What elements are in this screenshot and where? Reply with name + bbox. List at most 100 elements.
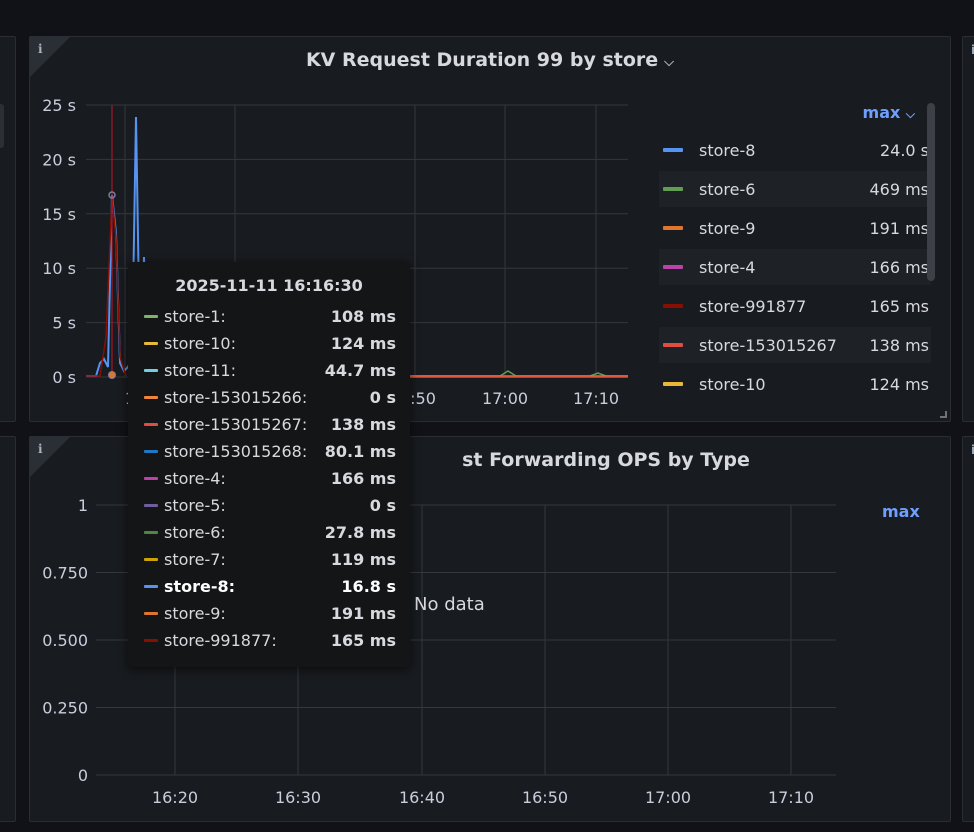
- tooltip-series-name: store-8:: [164, 577, 236, 596]
- tooltip-series-value: 138 ms: [330, 415, 396, 434]
- tooltip-row: store-6: 27.8 ms: [144, 519, 396, 546]
- legend-series-name[interactable]: store-8: [699, 140, 756, 160]
- tooltip-color-swatch: [144, 585, 158, 588]
- series-line-store-991877: [86, 196, 127, 377]
- x-tick-label: 17:00: [482, 389, 528, 408]
- legend-item-store-991877[interactable]: store-991877 165 ms: [659, 288, 931, 324]
- tooltip-row: store-9: 191 ms: [144, 600, 396, 627]
- y-tick-label: 0 s: [52, 368, 76, 387]
- y-tick-label: 0.750: [42, 564, 88, 583]
- legend-color-swatch: [663, 304, 683, 308]
- graph-tooltip: 2025-11-11 16:16:30 store-1: 108 ms store-…: [128, 262, 410, 667]
- tooltip-color-swatch: [144, 315, 158, 318]
- legend-item-store-10[interactable]: store-10 124 ms: [659, 366, 931, 402]
- tooltip-series-name: store-1:: [164, 307, 226, 326]
- panel-corner: [30, 37, 70, 77]
- chevron-down-icon[interactable]: ⌵: [664, 55, 675, 70]
- tooltip-series-value: 0 s: [369, 388, 396, 407]
- tooltip-row: store-5: 0 s: [144, 492, 396, 519]
- tooltip-series-name: store-9:: [164, 604, 226, 623]
- neighbor-panel-left-tab: [0, 104, 4, 148]
- tooltip-series-value: 108 ms: [330, 307, 396, 326]
- neighbor-panel-left-top: [0, 36, 16, 422]
- legend-sort-label[interactable]: max: [862, 103, 901, 122]
- info-icon[interactable]: i: [38, 42, 43, 56]
- hover-point-store-8: [108, 191, 116, 199]
- neighbor-panel-right-top: i: [962, 36, 974, 422]
- legend-series-name[interactable]: store-153015267: [699, 335, 837, 355]
- tooltip-series-value: 124 ms: [330, 334, 396, 353]
- chevron-down-icon[interactable]: ⌵: [905, 107, 915, 121]
- legend-item-store-6[interactable]: store-6 469 ms: [659, 171, 931, 207]
- legend-series-name[interactable]: store-9: [699, 218, 756, 238]
- tooltip-series-value: 16.8 s: [341, 577, 396, 596]
- tooltip-color-swatch: [144, 612, 158, 615]
- series-legend: max ⌵ store-8 24.0 s store-6 469 ms store-9 1…: [659, 99, 931, 405]
- tooltip-row: store-1: 108 ms: [144, 303, 396, 330]
- x-tick-label: 16:50: [522, 788, 568, 807]
- y-tick-label: 15 s: [42, 205, 76, 224]
- legend-sort-max[interactable]: max: [882, 502, 920, 521]
- legend-series-max: 124 ms: [869, 374, 929, 394]
- no-data-message: No data: [414, 594, 485, 615]
- tooltip-row: store-153015268: 80.1 ms: [144, 438, 396, 465]
- panel-title-text[interactable]: st Forwarding OPS by Type: [462, 449, 750, 471]
- legend-series-name[interactable]: store-6: [699, 179, 756, 199]
- tooltip-color-swatch: [144, 342, 158, 345]
- legend-item-store-153015267[interactable]: store-153015267 138 ms: [659, 327, 931, 363]
- x-tick-label: 17:10: [573, 389, 619, 408]
- legend-series-max: 24.0 s: [879, 140, 929, 160]
- legend-series-max: 166 ms: [869, 257, 929, 277]
- y-tick-label: 0.500: [42, 631, 88, 650]
- tooltip-series-name: store-991877:: [164, 631, 277, 650]
- tooltip-row: store-4: 166 ms: [144, 465, 396, 492]
- legend-series-name[interactable]: store-10: [699, 374, 766, 394]
- tooltip-color-swatch: [144, 639, 158, 642]
- tooltip-row: store-153015266: 0 s: [144, 384, 396, 411]
- tooltip-color-swatch: [144, 396, 158, 399]
- legend-item-store-4[interactable]: store-4 166 ms: [659, 249, 931, 285]
- x-tick-label: 16:40: [399, 788, 445, 807]
- panel-title[interactable]: KV Request Duration 99 by store ⌵: [30, 49, 950, 71]
- y-tick-label: 10 s: [42, 259, 76, 278]
- tooltip-color-swatch: [144, 369, 158, 372]
- legend-series-max: 165 ms: [869, 296, 929, 316]
- y-tick-label: 20 s: [42, 150, 76, 169]
- legend-color-swatch: [663, 265, 683, 269]
- info-icon[interactable]: i: [971, 443, 974, 457]
- tooltip-series-value: 119 ms: [330, 550, 396, 569]
- resize-handle[interactable]: [940, 411, 947, 418]
- tooltip-series-name: store-153015267:: [164, 415, 308, 434]
- legend-series-max: 138 ms: [869, 335, 929, 355]
- tooltip-series-value: 191 ms: [330, 604, 396, 623]
- legend-item-store-9[interactable]: store-9 191 ms: [659, 210, 931, 246]
- info-icon[interactable]: i: [971, 43, 974, 57]
- tooltip-color-swatch: [144, 558, 158, 561]
- x-tick-label: 17:00: [645, 788, 691, 807]
- tooltip-series-value: 80.1 ms: [324, 442, 396, 461]
- tooltip-series-value: 165 ms: [330, 631, 396, 650]
- legend-series-name[interactable]: store-991877: [699, 296, 807, 316]
- y-tick-label: 0.250: [42, 699, 88, 718]
- y-tick-label: 5 s: [52, 314, 76, 333]
- panel-title-text[interactable]: KV Request Duration 99 by store: [305, 49, 659, 71]
- x-tick-label: :50: [410, 389, 436, 408]
- tooltip-row: store-153015267: 138 ms: [144, 411, 396, 438]
- legend-color-swatch: [663, 343, 683, 347]
- legend-scrollbar[interactable]: [927, 103, 935, 281]
- x-tick-label: 16:20: [152, 788, 198, 807]
- panel-title[interactable]: st Forwarding OPS by Type: [30, 449, 950, 471]
- x-tick-label: 16:30: [275, 788, 321, 807]
- tooltip-color-swatch: [144, 423, 158, 426]
- legend-item-store-8[interactable]: store-8 24.0 s: [659, 132, 931, 168]
- tooltip-time: 2025-11-11 16:16:30: [175, 276, 363, 295]
- tooltip-row: store-8: 16.8 s: [144, 573, 396, 600]
- tooltip-series-value: 44.7 ms: [324, 361, 396, 380]
- legend-series-name[interactable]: store-4: [699, 257, 756, 277]
- legend-color-swatch: [663, 382, 683, 386]
- legend-color-swatch: [663, 226, 683, 230]
- tooltip-color-swatch: [144, 531, 158, 534]
- info-icon[interactable]: i: [38, 442, 43, 456]
- legend-sort-max[interactable]: max ⌵: [863, 103, 915, 122]
- tooltip-series-name: store-4:: [164, 469, 226, 488]
